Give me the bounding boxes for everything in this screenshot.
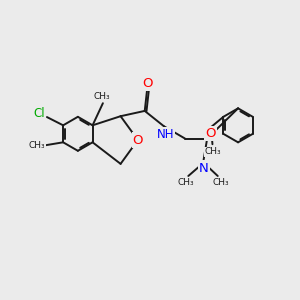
Text: CH₃: CH₃ [29, 141, 46, 150]
Text: CH₃: CH₃ [204, 147, 221, 156]
Text: O: O [133, 134, 143, 146]
Text: O: O [205, 127, 216, 140]
Text: N: N [199, 161, 208, 175]
Text: CH₃: CH₃ [213, 178, 230, 187]
Text: CH₃: CH₃ [177, 178, 194, 187]
Text: O: O [142, 77, 152, 90]
Text: CH₃: CH₃ [93, 92, 110, 101]
Text: NH: NH [157, 128, 174, 141]
Text: Cl: Cl [33, 107, 44, 120]
